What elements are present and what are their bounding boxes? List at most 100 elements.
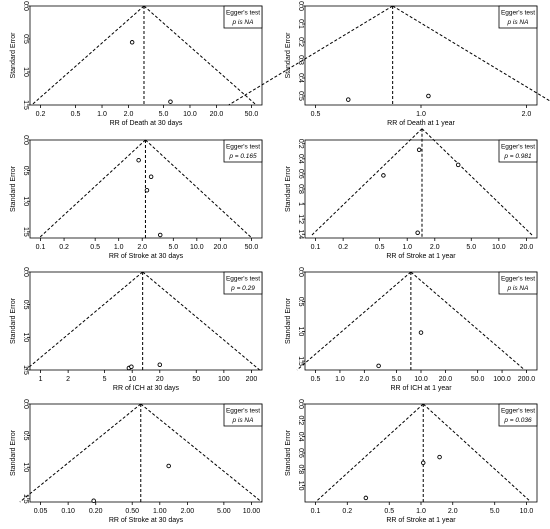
funnel-left-boundary xyxy=(19,403,142,503)
x-tick-label: 0.20 xyxy=(89,508,103,515)
x-tick-label: 20 xyxy=(156,376,164,383)
x-tick-label: 0.1 xyxy=(36,244,46,251)
egger-legend-stat: p = 0.29 xyxy=(230,285,255,292)
x-tick-label: 10 xyxy=(128,376,136,383)
x-tick-label: 2 xyxy=(66,376,70,383)
x-axis-title: RR of Death at 30 days xyxy=(110,120,183,127)
x-tick-label: 50 xyxy=(192,376,200,383)
funnel-panel-2: 0.5 1.0 2.0 RR of Death at 1 year 0.0 0.1 0.2 0… xyxy=(228,1,550,127)
egger-legend-stat: p is NA xyxy=(232,417,254,424)
egger-legend-box xyxy=(223,403,263,427)
y-tick-label: 0.5 xyxy=(297,297,304,307)
y-tick-label: 0.4 xyxy=(297,432,304,442)
y-axis-title: Standard Error xyxy=(285,297,292,344)
x-tick-label: 1.0 xyxy=(402,244,412,251)
study-point xyxy=(346,97,351,102)
x-tick-label: 0.5 xyxy=(311,376,321,383)
funnel-panel-6: 0.5 1.0 2.0 5.0 10.0 20.0 50.0 100.0 200.0 RR of … xyxy=(285,267,538,392)
x-tick-label: 2.0 xyxy=(359,376,369,383)
y-tick-label: 0.2 xyxy=(297,139,304,149)
y-tick-label: 1.0 xyxy=(22,67,29,77)
x-tick-label: 1.00 xyxy=(153,508,167,515)
funnel-left-boundary xyxy=(316,403,424,501)
y-tick-label: 1.2 xyxy=(297,214,304,224)
study-point xyxy=(426,93,431,99)
x-axis-title: RR of Stroke at 1 year xyxy=(386,253,456,260)
funnel-left-boundary xyxy=(311,128,423,236)
x-tick-label: 0.5 xyxy=(375,244,385,251)
y-tick-label: 0.8 xyxy=(297,464,304,474)
x-tick-label: 20.0 xyxy=(520,244,534,251)
y-tick-label: 0.3 xyxy=(297,55,304,65)
study-point xyxy=(376,363,381,369)
funnel-right-boundary xyxy=(142,271,261,371)
study-point xyxy=(437,454,442,460)
y-tick-label: 0.5 xyxy=(22,431,29,441)
x-tick-label: 0.5 xyxy=(311,111,321,118)
x-tick-label: 20.0 xyxy=(214,244,228,251)
y-tick-label: 1.0 xyxy=(297,327,304,337)
x-tick-label: 5.0 xyxy=(392,376,402,383)
x-tick-label: 10.0 xyxy=(183,111,197,118)
y-axis-title: Standard Error xyxy=(10,297,17,344)
funnel-panel-4: 0.1 0.2 0.5 1.0 2.0 5.0 10.0 20.0 RR of Stroke a… xyxy=(285,128,538,260)
y-tick-label: 1.0 xyxy=(297,481,304,491)
y-axis-title: Standard Error xyxy=(285,32,292,79)
x-tick-label: 2.0 xyxy=(448,508,458,515)
x-tick-label: 2.0 xyxy=(124,111,134,118)
x-tick-label: 1.0 xyxy=(335,376,345,383)
study-point xyxy=(166,463,171,469)
study-point xyxy=(455,162,461,168)
egger-legend-title: Egger's test xyxy=(226,408,260,415)
study-point xyxy=(415,230,420,235)
y-axis-title: Standard Error xyxy=(10,165,17,212)
x-tick-label: 0.1 xyxy=(311,508,321,515)
x-tick-label: 1.0 xyxy=(416,508,426,515)
funnel-right-boundary xyxy=(422,403,530,501)
x-tick-label: 20.0 xyxy=(439,376,453,383)
x-tick-label: 2.0 xyxy=(430,244,440,251)
y-tick-label: 0.0 xyxy=(22,135,29,145)
egger-legend-stat: p is NA xyxy=(232,19,254,26)
x-tick-label: 1 xyxy=(39,376,43,383)
plot-frame xyxy=(29,403,263,503)
x-axis-title: RR of ICH at 1 year xyxy=(390,385,452,392)
x-tick-label: 10.00 xyxy=(243,508,261,515)
x-tick-label: 0.10 xyxy=(61,508,75,515)
x-axis-title: RR of Stroke at 30 days xyxy=(109,517,184,524)
x-tick-label: 1.0 xyxy=(114,244,124,251)
x-tick-label: 20.0 xyxy=(210,111,224,118)
plot-frame xyxy=(29,271,263,371)
study-point xyxy=(129,364,134,369)
egger-legend-title: Egger's test xyxy=(226,276,260,283)
x-tick-label: 5.00 xyxy=(217,508,231,515)
y-tick-label: 0.2 xyxy=(297,415,304,425)
y-tick-label: 0.0 xyxy=(22,399,29,409)
x-tick-label: 10.0 xyxy=(520,508,534,515)
egger-legend-stat: p = 0.036 xyxy=(503,417,532,424)
y-tick-label: 1 xyxy=(297,202,304,206)
study-point xyxy=(416,147,422,153)
x-tick-label: 10.0 xyxy=(414,376,428,383)
y-tick-label: 1.0 xyxy=(22,332,29,342)
study-point xyxy=(420,460,426,466)
x-tick-label: 0.05 xyxy=(34,508,48,515)
funnel-left-boundary xyxy=(296,271,412,371)
study-point xyxy=(418,330,424,335)
y-tick-label: 0.8 xyxy=(297,184,304,194)
study-point xyxy=(157,362,163,368)
egger-legend-box xyxy=(223,139,263,163)
funnel-right-boundary xyxy=(145,139,253,239)
x-tick-label: 0.2 xyxy=(338,244,348,251)
x-tick-label: 5.0 xyxy=(466,244,476,251)
x-tick-label: 0.1 xyxy=(311,244,321,251)
x-axis-title: RR of Death at 1 year xyxy=(387,120,455,127)
y-tick-label: 0.6 xyxy=(297,169,304,179)
y-tick-label: 1.5 xyxy=(22,494,29,504)
x-tick-label: 5 xyxy=(103,376,107,383)
funnel-right-boundary xyxy=(392,5,550,102)
y-tick-label: 0.0 xyxy=(22,1,29,11)
funnel-panel-5: 1 2 5 10 20 50 100 200 RR of ICH at 30 days 0.0 0.… xyxy=(10,267,263,392)
x-tick-label: 2.0 xyxy=(137,244,147,251)
y-tick-label: 0.4 xyxy=(297,154,304,164)
